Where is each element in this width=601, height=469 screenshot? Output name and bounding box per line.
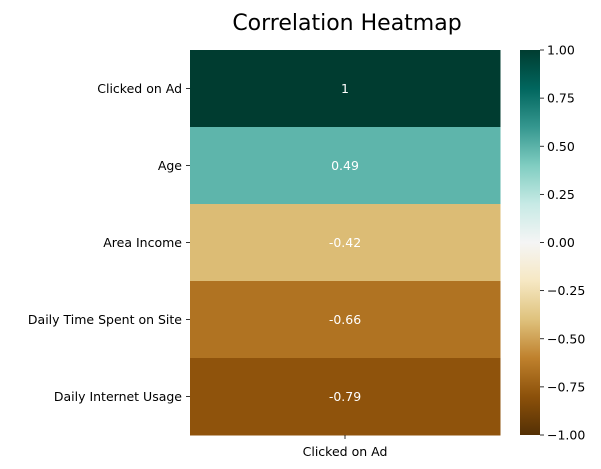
colorbar-tick-label: −1.00 (547, 428, 585, 443)
colorbar-tick-label: 0.25 (547, 187, 575, 202)
row-label: Daily Internet Usage (54, 389, 182, 404)
colorbar-tick-label: −0.25 (547, 283, 585, 298)
colorbar-tick-label: 0.75 (547, 91, 575, 106)
colorbar-tick-label: 0.00 (547, 235, 575, 250)
column-labels: Clicked on Ad (303, 435, 388, 459)
cell-annotation: -0.42 (329, 235, 361, 250)
cell-annotation: 0.49 (331, 158, 359, 173)
row-labels: Clicked on Ad Age Area Income Daily Time Sp… (28, 81, 190, 404)
heatmap-cell (190, 358, 501, 436)
column-label: Clicked on Ad (303, 444, 388, 459)
row-label: Age (158, 158, 182, 173)
heatmap-cell (190, 204, 501, 282)
cell-annotation: -0.66 (329, 312, 361, 327)
heatmap-cell (190, 127, 501, 205)
chart-title: Correlation Heatmap (232, 11, 461, 36)
row-label: Daily Time Spent on Site (28, 312, 182, 327)
colorbar-tick-label: −0.75 (547, 379, 585, 394)
heatmap-cells: 1 0.49 -0.42 -0.66 -0.79 (190, 50, 501, 436)
cell-annotation: -0.79 (329, 389, 361, 404)
row-label: Clicked on Ad (97, 81, 182, 96)
colorbar-tick-label: 0.50 (547, 139, 575, 154)
cell-annotation: 1 (341, 81, 349, 96)
row-label: Area Income (103, 235, 182, 250)
colorbar: 1.00 0.75 0.50 0.25 0.00 −0.25 −0.50 −0.75 −1.00 (520, 43, 585, 443)
colorbar-gradient (520, 50, 540, 435)
colorbar-tick-label: −0.50 (547, 331, 585, 346)
colorbar-ticks: 1.00 0.75 0.50 0.25 0.00 −0.25 −0.50 −0.75 −1.00 (540, 43, 585, 443)
heatmap-cell (190, 50, 501, 128)
heatmap-cell (190, 281, 501, 359)
colorbar-tick-label: 1.00 (547, 43, 575, 58)
